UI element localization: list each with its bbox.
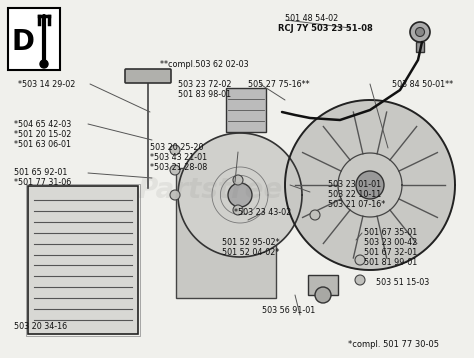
Text: 503 84 50-01**: 503 84 50-01**	[392, 80, 453, 89]
Text: 501 52 95-02*: 501 52 95-02*	[222, 238, 280, 247]
Text: *503 43 21-01: *503 43 21-01	[150, 153, 207, 162]
Bar	[416, 42, 424, 52]
Text: *503 21 28-08: *503 21 28-08	[150, 163, 207, 172]
Circle shape	[170, 165, 180, 175]
Text: *501 63 06-01: *501 63 06-01	[14, 140, 71, 149]
Circle shape	[416, 28, 425, 37]
Circle shape	[355, 255, 365, 265]
FancyBboxPatch shape	[125, 69, 171, 83]
Text: 501 83 98-01: 501 83 98-01	[178, 90, 231, 99]
Text: 501 52 04-02*: 501 52 04-02*	[222, 248, 279, 257]
Text: *503 14 29-02: *503 14 29-02	[18, 80, 75, 89]
Text: 501 81 99-01: 501 81 99-01	[364, 258, 417, 267]
Circle shape	[310, 210, 320, 220]
Text: 503 20 25-20: 503 20 25-20	[150, 143, 203, 152]
Bar	[226, 88, 266, 132]
Text: RCJ 7Y 503 23 51-08: RCJ 7Y 503 23 51-08	[278, 24, 373, 33]
Text: 501 67 32-01: 501 67 32-01	[364, 248, 417, 257]
Circle shape	[315, 287, 331, 303]
Circle shape	[356, 171, 384, 199]
Polygon shape	[285, 100, 455, 270]
Text: D: D	[12, 28, 35, 56]
Circle shape	[355, 275, 365, 285]
Text: 503 51 15-03: 503 51 15-03	[376, 278, 429, 287]
Circle shape	[40, 60, 48, 68]
Circle shape	[228, 183, 252, 207]
Text: *503 23 43-02: *503 23 43-02	[234, 208, 291, 217]
Circle shape	[410, 22, 430, 42]
Text: 503 23 72-02: 503 23 72-02	[178, 80, 231, 89]
Text: Partstree: Partstree	[137, 176, 283, 204]
Text: *504 65 42-03: *504 65 42-03	[14, 120, 71, 129]
Text: *501 77 31-06: *501 77 31-06	[14, 178, 71, 187]
Text: 503 20 34-16: 503 20 34-16	[14, 322, 67, 331]
Text: 503 22 10-11: 503 22 10-11	[328, 190, 381, 199]
Circle shape	[233, 205, 243, 215]
Bar	[176, 168, 276, 298]
Text: 503 23 01-01: 503 23 01-01	[328, 180, 381, 189]
Text: 503 23 00-42: 503 23 00-42	[364, 238, 417, 247]
Text: 501 67 35-01: 501 67 35-01	[364, 228, 417, 237]
Text: 505 27 75-16**: 505 27 75-16**	[248, 80, 310, 89]
Circle shape	[170, 190, 180, 200]
Text: 503 56 91-01: 503 56 91-01	[262, 306, 315, 315]
Text: **compl.503 62 02-03: **compl.503 62 02-03	[160, 60, 249, 69]
Text: *compl. 501 77 30-05: *compl. 501 77 30-05	[348, 340, 439, 349]
Text: 503 21 07-16*: 503 21 07-16*	[328, 200, 385, 209]
Polygon shape	[178, 133, 302, 257]
Bar	[26, 184, 140, 336]
Text: 501 48 54-02: 501 48 54-02	[285, 14, 338, 23]
Circle shape	[233, 175, 243, 185]
Bar	[28, 186, 138, 334]
Text: *501 20 15-02: *501 20 15-02	[14, 130, 72, 139]
Bar	[308, 275, 338, 295]
Circle shape	[170, 145, 180, 155]
Text: 501 65 92-01: 501 65 92-01	[14, 168, 67, 177]
Bar	[8, 8, 60, 70]
